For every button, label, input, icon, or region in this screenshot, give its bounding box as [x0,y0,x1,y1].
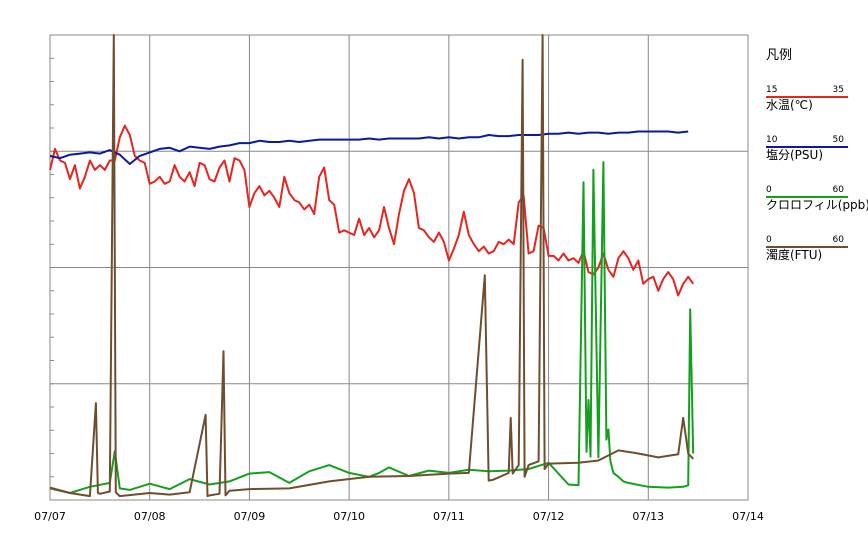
legend-range-max: 35 [832,85,844,95]
legend-range-min: 0 [766,185,772,195]
legend-label: 濁度(FTU) [766,248,823,262]
legend-items: 15 35 水温(℃) 10 50 塩分(PSU) 0 60 クロロフィル(ppb) 0 60 濁度(… [766,85,868,285]
x-tick-label: 07/09 [234,510,266,523]
legend-swatch [766,196,848,198]
series-group [49,34,695,498]
x-tick-label: 07/14 [732,510,764,523]
legend-label: 水温(℃) [766,98,813,112]
legend-range-min: 15 [766,85,778,95]
x-tick-label: 07/08 [134,510,166,523]
legend-range: 0 60 [766,185,844,195]
legend-swatch [766,96,848,98]
legend-range-min: 0 [766,235,772,245]
legend-range: 10 50 [766,135,844,145]
legend-swatch [766,146,848,148]
legend-label: 塩分(PSU) [766,148,824,162]
x-tick-labels: 07/07 07/08 07/09 07/10 07/11 07/12 07/13 07/14 [34,510,764,523]
legend-range-max: 50 [832,135,844,145]
grid [50,35,748,500]
x-tick-label: 07/11 [433,510,465,523]
legend-swatch [766,246,848,248]
legend-range-max: 60 [832,235,844,245]
legend-item-1: 10 50 塩分(PSU) [766,135,864,185]
legend-range-min: 10 [766,135,778,145]
x-tick-label: 07/07 [34,510,66,523]
x-tick-label: 07/13 [632,510,664,523]
series-line-0 [49,124,695,297]
x-tick-label: 07/12 [533,510,565,523]
series-line-1 [49,130,689,165]
legend-item-2: 0 60 クロロフィル(ppb) [766,185,868,235]
legend-range: 0 60 [766,235,844,245]
y-minor-ticks [50,57,54,478]
legend-item-0: 15 35 水温(℃) [766,85,864,135]
x-tick-label: 07/10 [333,510,365,523]
legend-label: クロロフィル(ppb) [766,198,868,212]
legend-item-3: 0 60 濁度(FTU) [766,235,864,285]
series-line-3 [49,34,694,498]
legend-range: 15 35 [766,85,844,95]
legend-title: 凡例 [766,48,793,63]
legend: 凡例 15 35 水温(℃) 10 50 塩分(PSU) 0 60 クロロフィル(ppb) 0 60… [766,44,868,285]
legend-range-max: 60 [832,185,844,195]
